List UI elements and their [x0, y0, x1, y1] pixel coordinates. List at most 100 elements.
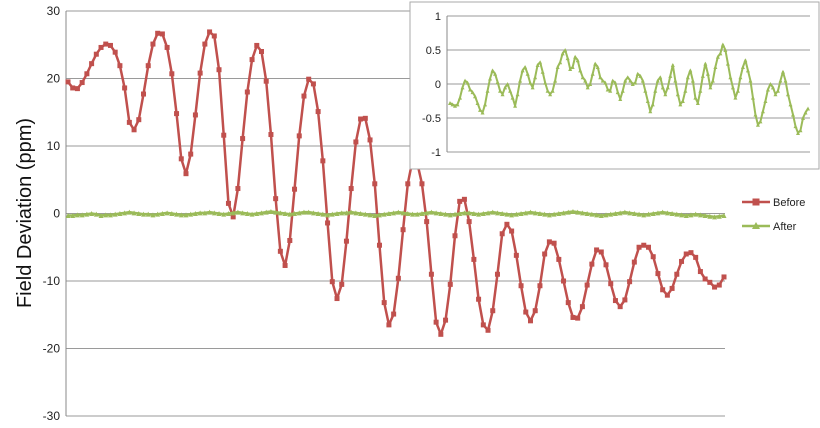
inset-y-tick-label: 0	[435, 79, 441, 91]
inset-point-after	[485, 88, 490, 93]
inset-point-after	[643, 88, 648, 93]
main-point-after	[509, 212, 515, 218]
main-point-after	[263, 209, 269, 215]
main-point-after	[561, 210, 567, 216]
inset-point-after	[640, 78, 645, 83]
main-point-after	[107, 212, 113, 218]
inset-point-after	[698, 88, 703, 93]
main-point-after	[433, 210, 439, 216]
inset-series-group	[448, 42, 810, 135]
inset-point-after	[573, 54, 578, 59]
main-point-after	[584, 211, 590, 216]
main-point-before	[117, 63, 123, 69]
inset-point-after	[660, 85, 665, 90]
main-point-before	[310, 81, 316, 87]
main-point-before	[476, 296, 482, 302]
main-point-after	[476, 211, 482, 217]
main-point-after	[716, 213, 722, 219]
legend-label-after: After	[773, 221, 797, 233]
legend-label-before: Before	[773, 197, 805, 209]
main-point-after	[669, 211, 675, 216]
inset-point-after	[633, 80, 638, 85]
inset-point-after	[653, 88, 658, 93]
inset-point-after	[728, 75, 733, 80]
inset-point-after	[520, 68, 525, 73]
main-point-before	[438, 331, 444, 337]
main-point-before	[381, 300, 387, 306]
main-point-before	[461, 196, 467, 202]
main-point-before	[598, 249, 604, 255]
inset-point-after	[478, 107, 483, 112]
inset-point-after	[638, 73, 643, 78]
main-point-after	[391, 210, 397, 216]
inset-point-after	[625, 75, 630, 80]
inset-point-after	[780, 69, 785, 74]
inset-point-after	[795, 130, 800, 135]
main-y-tick-label: -10	[43, 274, 61, 288]
inset-point-after	[725, 61, 730, 66]
main-point-after	[320, 211, 326, 217]
main-point-after	[664, 210, 670, 216]
inset-point-after	[758, 119, 763, 124]
main-point-after	[400, 210, 406, 216]
inset-point-after	[465, 80, 470, 85]
inset-point-after	[530, 85, 535, 90]
main-point-before	[259, 49, 264, 54]
main-series-group	[65, 29, 727, 337]
inset-point-after	[525, 71, 530, 76]
main-point-after	[117, 211, 123, 216]
main-y-tick-label: 0	[53, 207, 60, 221]
main-point-before	[504, 221, 510, 227]
inset-point-after	[733, 95, 738, 100]
main-point-after	[70, 213, 76, 219]
main-point-before	[447, 281, 453, 287]
main-point-before	[98, 44, 104, 50]
main-point-before	[603, 262, 609, 268]
main-point-after	[221, 211, 227, 217]
inset-point-after	[648, 109, 653, 114]
main-point-before	[693, 254, 699, 260]
main-point-before	[655, 271, 661, 277]
main-y-tick-label: -30	[43, 409, 61, 423]
inset-point-after	[590, 71, 595, 76]
inset-point-after	[695, 101, 700, 106]
inset-point-after	[473, 94, 478, 99]
main-point-after	[79, 212, 85, 218]
main-point-before	[211, 33, 217, 39]
main-point-after	[93, 211, 99, 217]
main-point-after	[443, 211, 449, 217]
inset-point-after	[690, 78, 695, 83]
inset-point-after	[798, 128, 803, 133]
inset-point-after	[765, 87, 770, 92]
legend-marker-after	[752, 222, 760, 229]
inset-point-after	[743, 58, 748, 63]
main-point-before	[93, 51, 99, 57]
main-point-after	[631, 211, 637, 216]
main-point-before	[428, 271, 434, 277]
main-point-after	[169, 211, 175, 216]
main-point-before	[702, 276, 708, 282]
inset-point-after	[553, 78, 558, 83]
main-point-after	[424, 210, 430, 216]
main-point-before	[641, 242, 647, 248]
main-point-before	[136, 117, 142, 123]
inset-point-after	[683, 88, 688, 93]
main-point-before	[174, 111, 180, 117]
inset-point-after	[760, 109, 765, 114]
main-point-before	[103, 41, 109, 47]
main-point-before	[631, 259, 637, 265]
main-point-before	[645, 244, 651, 250]
main-point-after	[207, 209, 213, 215]
inset-point-after	[523, 65, 528, 69]
main-point-after	[518, 211, 524, 216]
inset-point-after	[703, 61, 708, 66]
inset-point-after	[548, 92, 553, 97]
inset-point-after	[763, 99, 768, 103]
inset-point-after	[450, 102, 455, 107]
main-point-before	[561, 278, 567, 284]
inset-point-after	[790, 112, 795, 117]
inset-point-after	[593, 61, 598, 66]
main-point-before	[485, 327, 491, 333]
main-point-after	[688, 212, 694, 218]
main-point-after	[225, 211, 231, 216]
